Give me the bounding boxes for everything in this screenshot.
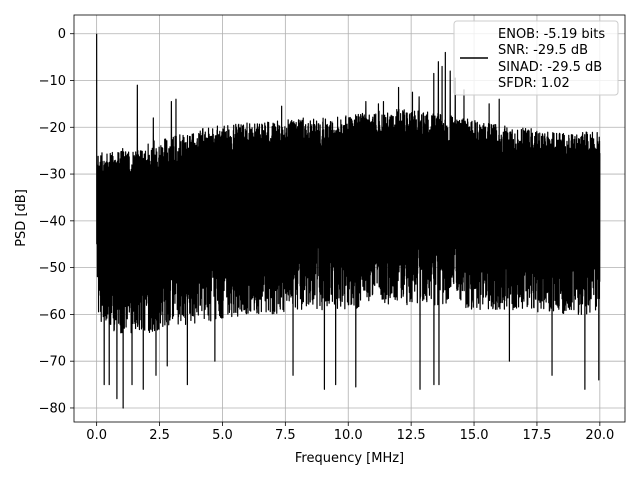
psd-line: [96, 33, 601, 409]
legend-entry-line-1: ENOB: -5.19 bits: [498, 27, 605, 42]
y-tick-label: −70: [39, 355, 66, 370]
x-axis-ticks: 0.0 2.5 5.0 7.5 10.0 12.5 15.0 17.5 20.0: [86, 422, 614, 443]
axes-frame: [73, 14, 626, 423]
x-tick-label: 7.5: [275, 428, 296, 443]
psd-trace: [96, 33, 601, 409]
legend-entry-line-2: SNR: -29.5 dB: [498, 43, 588, 58]
x-tick-label: 10.0: [334, 428, 363, 443]
x-tick-label: 15.0: [460, 428, 489, 443]
legend-entry-line-3: SINAD: -29.5 dB: [498, 60, 602, 75]
x-tick-label: 12.5: [397, 428, 426, 443]
x-tick-label: 2.5: [149, 428, 170, 443]
y-tick-label: −10: [39, 74, 66, 89]
x-tick-label: 0.0: [86, 428, 107, 443]
y-tick-label: −40: [39, 214, 66, 229]
y-tick-label: −20: [39, 121, 66, 136]
legend-entry-line-4: SFDR: 1.02: [498, 76, 570, 91]
legend: ENOB: -5.19 bits SNR: -29.5 dB SINAD: -2…: [453, 20, 619, 96]
y-tick-label: −80: [39, 401, 66, 416]
y-tick-label: 0: [58, 27, 66, 42]
y-tick-label: −50: [39, 261, 66, 276]
y-tick-label: −60: [39, 308, 66, 323]
axes-spines: [73, 14, 626, 423]
x-tick-label: 17.5: [522, 428, 551, 443]
y-tick-label: −30: [39, 168, 66, 183]
legend-box: [453, 20, 619, 96]
y-axis-ticks: 0 −10 −20 −30 −40 −50 −60 −70 −80: [39, 27, 74, 416]
y-axis-label: PSD [dB]: [14, 189, 29, 247]
x-axis-label: Frequency [MHz]: [295, 451, 404, 466]
x-tick-label: 20.0: [585, 428, 614, 443]
x-tick-label: 5.0: [212, 428, 233, 443]
